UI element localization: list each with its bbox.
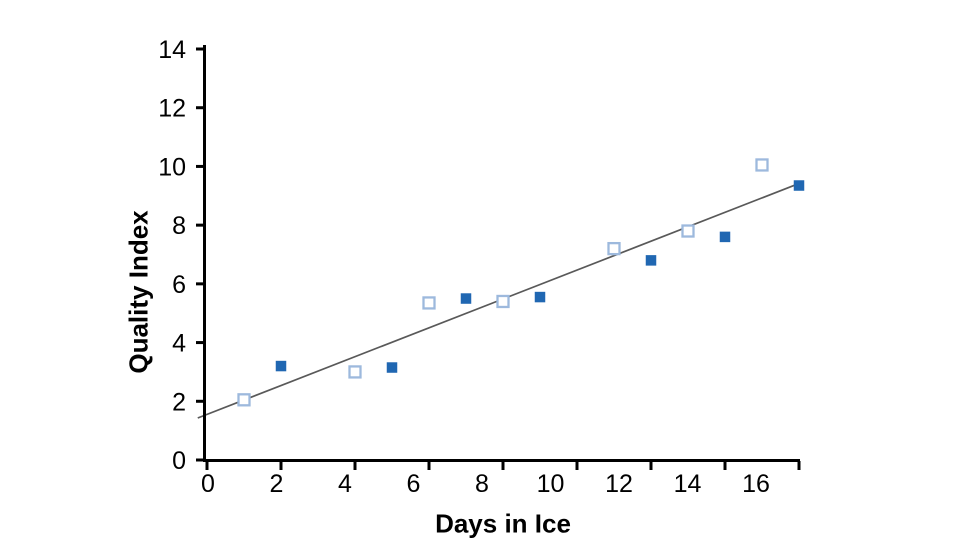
- data-point-filled-square: [719, 231, 731, 243]
- data-point-filled-square: [534, 291, 546, 303]
- data-point-open-square: [607, 241, 621, 256]
- x-tick-label: 12: [605, 470, 633, 498]
- x-tick-label: 16: [742, 470, 770, 498]
- data-point-filled-square: [645, 255, 657, 266]
- y-tick-label: 10: [158, 153, 186, 181]
- y-tick-label: 4: [172, 330, 186, 358]
- y-axis-title: Quality Index: [123, 210, 154, 374]
- x-tick-label: 14: [674, 470, 702, 498]
- data-point-filled-square: [386, 362, 398, 373]
- data-point-open-square: [681, 224, 695, 238]
- data-point-open-square: [496, 294, 510, 309]
- data-point-open-square: [422, 296, 436, 310]
- x-tick-label: 6: [407, 470, 421, 498]
- y-tick-label: 12: [158, 95, 186, 123]
- x-tick-label: 10: [537, 470, 565, 498]
- data-point-filled-square: [793, 180, 805, 191]
- x-tick-label: 8: [475, 470, 489, 498]
- data-point-filled-square: [275, 360, 287, 372]
- x-axis-title: Days in Ice: [435, 508, 571, 539]
- data-point-open-square: [348, 365, 362, 379]
- y-tick-label: 14: [158, 36, 186, 64]
- y-tick-label: 0: [172, 447, 186, 475]
- x-tick-label: 2: [270, 470, 284, 498]
- x-tick-label: 4: [338, 470, 352, 498]
- y-tick-label: 8: [172, 212, 186, 240]
- data-point-filled-square: [460, 293, 472, 304]
- y-tick-label: 6: [172, 271, 186, 299]
- x-tick-label: 0: [201, 470, 215, 498]
- y-tick-label: 2: [172, 388, 186, 416]
- data-point-open-square: [755, 158, 769, 172]
- data-point-open-square: [237, 393, 251, 407]
